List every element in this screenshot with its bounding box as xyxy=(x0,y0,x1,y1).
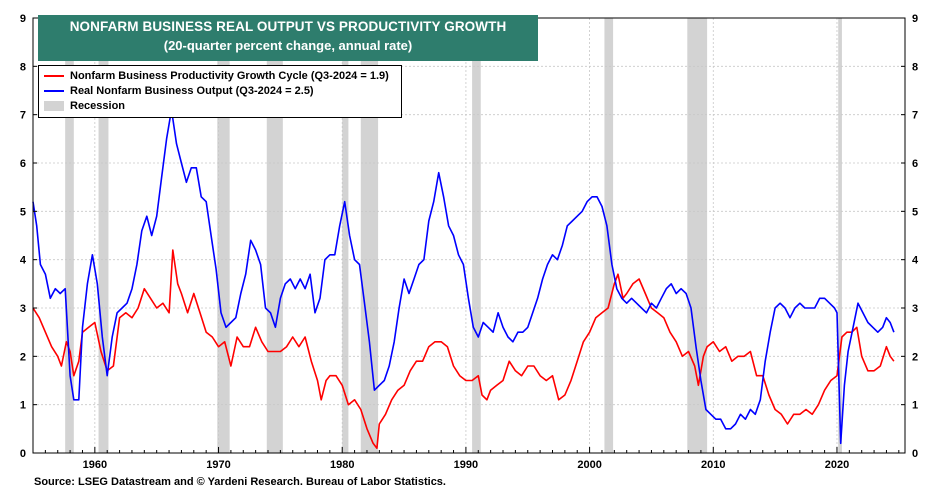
series-lines xyxy=(32,109,895,449)
recession-band xyxy=(342,18,349,453)
legend-label-recession: Recession xyxy=(70,100,126,112)
x-tick-label: 1990 xyxy=(454,459,478,471)
x-tick-label: 2020 xyxy=(825,459,849,471)
legend-label-output: Real Nonfarm Business Output (Q3-2024 = … xyxy=(70,85,314,97)
y-tick-label-left: 8 xyxy=(20,61,26,73)
series-line-productivity xyxy=(32,249,895,449)
y-tick-label-left: 5 xyxy=(20,206,26,218)
recession-band xyxy=(687,18,708,453)
legend-item-output: Real Nonfarm Business Output (Q3-2024 = … xyxy=(44,84,314,98)
legend: Nonfarm Business Productivity Growth Cyc… xyxy=(38,65,402,118)
x-tick-label: 1980 xyxy=(330,459,354,471)
y-tick-label-right: 1 xyxy=(912,400,918,412)
legend-item-recession: Recession xyxy=(44,99,125,113)
y-tick-label-left: 4 xyxy=(20,255,27,267)
x-tick-label: 1970 xyxy=(206,459,230,471)
y-tick-label-right: 3 xyxy=(912,303,918,315)
x-tick-label: 1960 xyxy=(83,459,107,471)
recession-band xyxy=(65,18,74,453)
legend-item-productivity: Nonfarm Business Productivity Growth Cyc… xyxy=(44,69,389,83)
series-line-output xyxy=(32,109,895,445)
y-tick-label-left: 6 xyxy=(20,158,26,170)
y-tick-label-right: 7 xyxy=(912,110,918,122)
y-tick-label-left: 3 xyxy=(20,303,26,315)
y-tick-label-left: 9 xyxy=(20,13,26,25)
x-tick-label: 2000 xyxy=(577,459,601,471)
chart-subtitle: (20-quarter percent change, annual rate) xyxy=(163,38,413,53)
recession-band xyxy=(472,18,481,453)
y-tick-label-left: 0 xyxy=(20,448,26,460)
legend-label-productivity: Nonfarm Business Productivity Growth Cyc… xyxy=(70,70,389,82)
y-tick-label-right: 0 xyxy=(912,448,918,460)
y-tick-label-left: 7 xyxy=(20,110,26,122)
recession-band xyxy=(838,18,842,453)
y-tick-label-left: 1 xyxy=(20,400,26,412)
source-note: Source: LSEG Datastream and © Yardeni Re… xyxy=(34,476,446,488)
y-tick-label-right: 9 xyxy=(912,13,918,25)
legend-swatch-output xyxy=(44,90,64,92)
axis-ticks: 0 0 1 1 2 2 3 3 4 4 5 5 6 6 7 7 8 8 9 9 1960 1970 1980 1990 2000… xyxy=(20,13,919,471)
legend-swatch-productivity xyxy=(44,75,64,77)
recession-band xyxy=(360,18,379,453)
y-tick-label-left: 2 xyxy=(20,351,26,363)
y-tick-label-right: 8 xyxy=(912,61,918,73)
y-tick-label-right: 5 xyxy=(912,206,918,218)
x-tick-label: 2010 xyxy=(701,459,725,471)
recession-band xyxy=(266,18,283,453)
y-tick-label-right: 4 xyxy=(912,255,919,267)
y-tick-label-right: 2 xyxy=(912,351,918,363)
legend-swatch-recession xyxy=(44,101,64,111)
chart-title: NONFARM BUSINESS REAL OUTPUT VS PRODUCTI… xyxy=(69,19,507,34)
recession-band xyxy=(98,18,109,453)
y-tick-label-right: 6 xyxy=(912,158,918,170)
chart-title-box: NONFARM BUSINESS REAL OUTPUT VS PRODUCTI… xyxy=(38,15,538,61)
